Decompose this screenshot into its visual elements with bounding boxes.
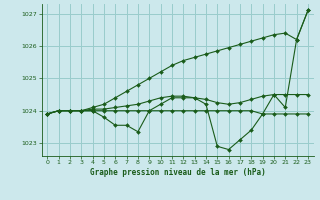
- X-axis label: Graphe pression niveau de la mer (hPa): Graphe pression niveau de la mer (hPa): [90, 168, 266, 177]
